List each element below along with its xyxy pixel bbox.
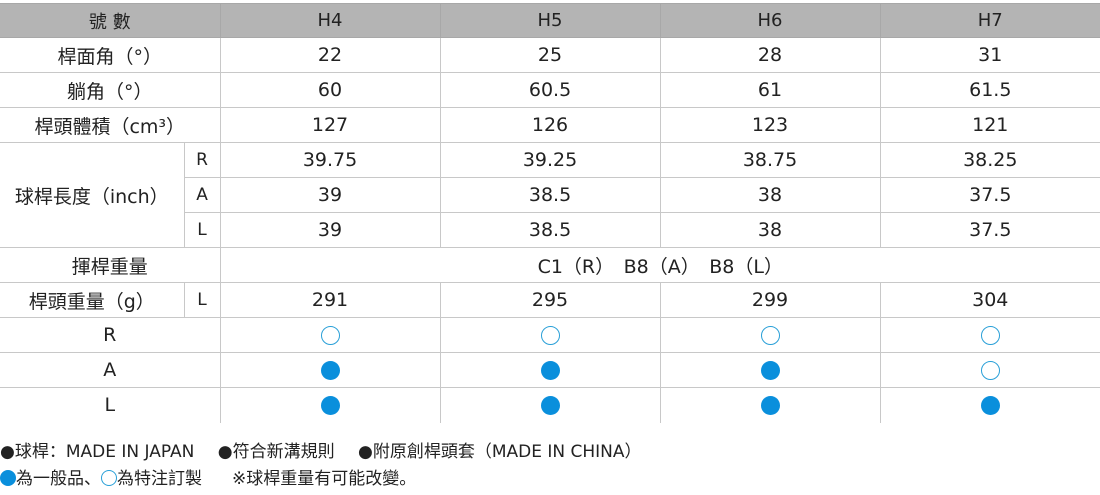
swing-weight-value: C1（R） B8（A） B8（L） xyxy=(219,247,1100,283)
standard-legend: 為一般品、 xyxy=(16,469,101,489)
cell: 37.5 xyxy=(879,177,1100,213)
cell: 126 xyxy=(439,107,661,143)
model-h7: H7 xyxy=(879,3,1100,38)
model-h6: H6 xyxy=(659,3,881,38)
availability-cell xyxy=(439,317,661,353)
flex-label: A xyxy=(0,352,221,388)
cell: 39 xyxy=(219,212,441,248)
cell: 61.5 xyxy=(879,72,1100,108)
open-circle-icon xyxy=(980,361,1000,380)
open-circle-icon xyxy=(760,326,780,345)
availability-cell xyxy=(659,317,881,353)
cell: 38 xyxy=(659,177,881,213)
note-shaft: ●球桿：MADE IN JAPAN xyxy=(0,442,195,462)
cell: 304 xyxy=(879,282,1100,318)
note-headcover: ●附原創桿頭套（MADE IN CHINA） xyxy=(358,442,642,462)
availability-row-r: R xyxy=(0,317,1100,353)
header-row: 號 數 H4 H5 H6 H7 xyxy=(0,3,1100,38)
cell: 39.25 xyxy=(439,142,661,178)
flex-label: L xyxy=(184,212,221,248)
open-circle-icon xyxy=(540,326,560,345)
filled-circle-icon xyxy=(540,361,560,380)
footer-line-2: 為一般品、 為特注訂製 ※球桿重量有可能改變。 xyxy=(0,464,416,489)
cell: 123 xyxy=(659,107,881,143)
open-circle-icon xyxy=(980,326,1000,345)
filled-circle-icon xyxy=(320,361,340,380)
volume-row: 桿頭體積（cm³） 127 126 123 121 xyxy=(0,107,1100,143)
cell: 38 xyxy=(659,212,881,248)
cell: 39.75 xyxy=(219,142,441,178)
filled-circle-icon xyxy=(980,396,1000,416)
row-label: 球桿長度（inch） xyxy=(0,142,185,248)
cell: 25 xyxy=(439,37,661,73)
spec-table: 號 數 H4 H5 H6 H7 桿面角（°） 22 25 28 31 躺角（°）… xyxy=(0,3,1100,423)
row-label: 桿面角（°） xyxy=(0,37,221,73)
availability-cell xyxy=(879,352,1100,388)
availability-cell xyxy=(659,387,881,423)
cell: 299 xyxy=(659,282,881,318)
availability-row-l: L xyxy=(0,387,1100,423)
availability-cell xyxy=(219,387,441,423)
cell: 28 xyxy=(659,37,881,73)
model-h5: H5 xyxy=(439,3,661,38)
cell: 60.5 xyxy=(439,72,661,108)
cell: 295 xyxy=(439,282,661,318)
model-h4: H4 xyxy=(219,3,441,38)
headweight-row: 桿頭重量（g） L 291 295 299 304 xyxy=(0,282,1100,318)
flex-label: R xyxy=(183,142,221,178)
cell: 121 xyxy=(879,107,1100,143)
flex-label: A xyxy=(184,177,221,213)
availability-cell xyxy=(879,317,1100,353)
row-label: 躺角（°） xyxy=(0,72,221,108)
availability-cell xyxy=(219,352,441,388)
open-circle-icon xyxy=(320,326,340,345)
flex-label: R xyxy=(0,317,221,353)
flex-label: L xyxy=(183,282,221,318)
cell: 127 xyxy=(219,107,441,143)
availability-cell xyxy=(439,352,661,388)
availability-cell xyxy=(879,387,1100,423)
footer-line-1: ●球桿：MADE IN JAPAN ●符合新溝規則 ●附原創桿頭套（MADE I… xyxy=(0,437,660,462)
cell: 61 xyxy=(659,72,881,108)
availability-cell xyxy=(659,352,881,388)
loft-row: 桿面角（°） 22 25 28 31 xyxy=(0,37,1100,73)
filled-circle-icon xyxy=(760,361,780,380)
weight-note: ※球桿重量有可能改變。 xyxy=(232,469,417,489)
cell: 39 xyxy=(219,177,441,213)
row-label: 桿頭重量（g） xyxy=(0,282,185,318)
cell: 38.75 xyxy=(659,142,881,178)
filled-circle-icon xyxy=(320,396,340,416)
cell: 37.5 xyxy=(879,212,1100,248)
length-row-r: 球桿長度（inch） R 39.75 39.25 38.75 38.25 xyxy=(0,142,1100,248)
availability-row-a: A xyxy=(0,352,1100,388)
availability-cell xyxy=(219,317,441,353)
row-label: 揮桿重量 xyxy=(0,247,221,283)
cell: 38.5 xyxy=(439,177,661,213)
flex-label: L xyxy=(0,387,221,423)
custom-legend: 為特注訂製 xyxy=(117,469,202,489)
cell: 60 xyxy=(219,72,441,108)
lie-row: 躺角（°） 60 60.5 61 61.5 xyxy=(0,72,1100,108)
swing-row: 揮桿重量 C1（R） B8（A） B8（L） xyxy=(0,247,1100,283)
cell: 38.5 xyxy=(439,212,661,248)
cell: 31 xyxy=(879,37,1100,73)
filled-circle-icon xyxy=(0,470,16,486)
cell: 38.25 xyxy=(879,142,1100,178)
availability-cell xyxy=(439,387,661,423)
row-label: 桿頭體積（cm³） xyxy=(0,107,221,143)
length-row-l: L 39 38.5 38 37.5 xyxy=(0,212,1100,248)
cell: 291 xyxy=(219,282,441,318)
filled-circle-icon xyxy=(760,396,780,416)
filled-circle-icon xyxy=(540,396,560,416)
open-circle-icon xyxy=(101,470,117,486)
header-label: 號 數 xyxy=(0,3,221,38)
note-groove: ●符合新溝規則 xyxy=(217,442,335,462)
cell: 22 xyxy=(219,37,441,73)
